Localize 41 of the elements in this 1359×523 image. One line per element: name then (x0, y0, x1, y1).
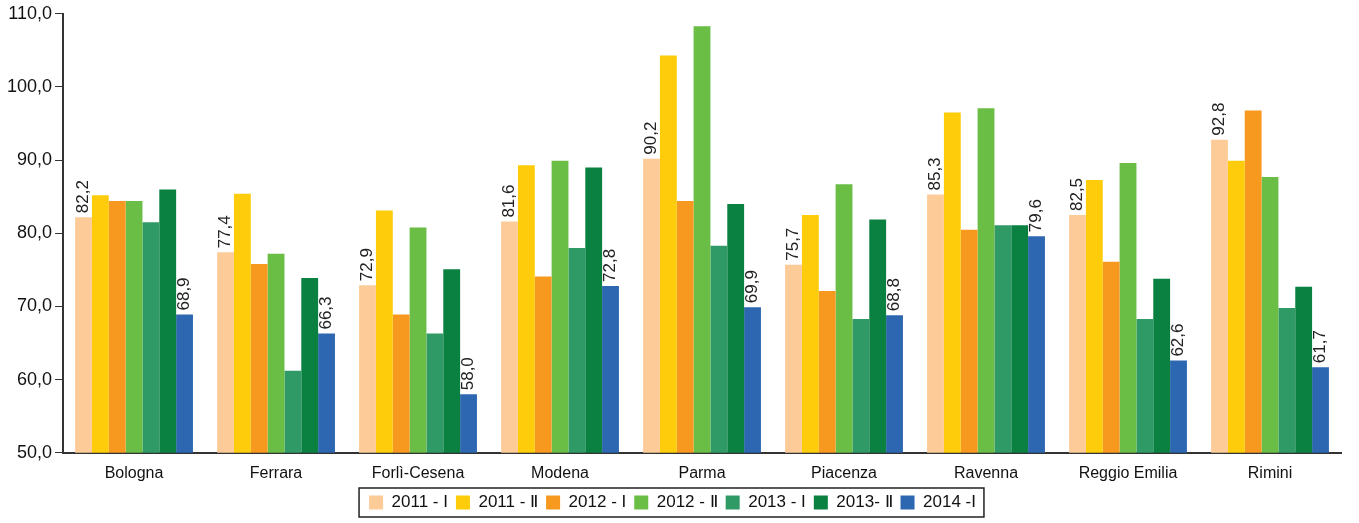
y-tick-label: 50,0 (17, 441, 53, 462)
data-label: 72,9 (357, 248, 377, 282)
data-label: 81,6 (499, 184, 519, 218)
data-label: 72,8 (600, 248, 620, 282)
legend-label: 2012 - Ⅱ (656, 492, 718, 512)
x-tick-label: Ravenna (953, 463, 1019, 481)
data-label: 82,2 (73, 180, 93, 214)
data-label: 77,4 (215, 215, 235, 249)
legend-label: 2013 - I (748, 492, 806, 512)
legend-label: 2013- Ⅱ (836, 492, 893, 512)
x-tick-label: Reggio Emilia (1078, 463, 1178, 481)
x-tick-label: Bologna (104, 463, 164, 481)
legend-label: 2012 - I (568, 492, 627, 512)
data-label: 66,3 (316, 296, 336, 330)
x-tick-label: Rimini (1247, 463, 1293, 481)
data-label: 82,5 (1067, 177, 1087, 212)
x-tick-label: Piacenza (811, 463, 878, 481)
y-tick-label: 90,0 (17, 149, 53, 170)
y-tick-label: 100,0 (7, 75, 53, 96)
data-label: 62,6 (1168, 323, 1188, 357)
x-tick-label: Modena (531, 463, 590, 481)
y-tick-label: 80,0 (17, 222, 53, 243)
legend-label: 2011 - Ⅱ (478, 492, 539, 512)
y-tick-label: 60,0 (17, 368, 53, 389)
data-label: 90,2 (641, 121, 661, 155)
x-tick-label: Forlì-Cesena (371, 463, 465, 481)
legend-label: 2011 - I (391, 492, 448, 512)
data-label: 58,0 (458, 357, 478, 391)
data-label: 79,6 (1026, 199, 1046, 233)
data-label: 75,7 (783, 227, 803, 261)
data-label: 68,9 (174, 277, 194, 311)
data-label: 69,9 (742, 270, 762, 304)
data-label: 85,3 (925, 157, 945, 191)
y-tick-label: 70,0 (17, 295, 53, 316)
data-label: 61,7 (1310, 330, 1330, 364)
data-label: 92,8 (1209, 102, 1229, 136)
x-tick-label: Parma (678, 463, 726, 481)
x-tick-label: Ferrara (249, 463, 303, 481)
data-label: 68,8 (884, 278, 904, 312)
legend-label: 2014 -I (923, 492, 976, 512)
y-tick-label: 110,0 (8, 2, 53, 23)
